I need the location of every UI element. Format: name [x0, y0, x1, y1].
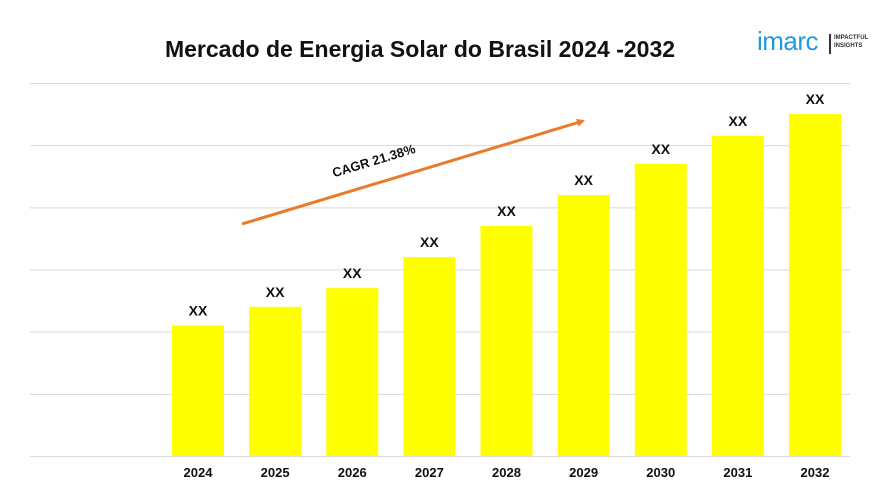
bar-2024 — [172, 325, 224, 456]
data-label-2029: XX — [574, 172, 593, 188]
x-tick-2028: 2028 — [492, 465, 521, 480]
data-label-2028: XX — [497, 203, 516, 219]
logo-tagline-1: IMPACTFUL — [834, 35, 869, 41]
x-tick-2026: 2026 — [338, 465, 367, 480]
logo-brand: imarc — [757, 26, 819, 56]
data-label-2026: XX — [343, 265, 362, 281]
bar-2025 — [249, 306, 302, 456]
data-labels: XX XX XX XX XX XX XX XX XX — [189, 91, 825, 318]
bar-2031 — [711, 135, 764, 456]
bar-2028 — [480, 225, 533, 456]
chart-title: Mercado de Energia Solar do Brasil 2024 … — [164, 36, 676, 62]
data-label-2032: XX — [806, 91, 825, 107]
logo-tagline-2: INSIGHTS — [834, 43, 863, 49]
logo-divider — [829, 34, 831, 54]
bar-2027 — [403, 257, 456, 456]
data-label-2024: XX — [189, 302, 208, 318]
x-tick-2029: 2029 — [569, 465, 598, 480]
bar-2032 — [789, 114, 841, 456]
x-tick-labels: 2024 2025 2026 2027 2028 2029 2030 2031 2032 — [184, 465, 830, 480]
imarc-logo: imarc IMPACTFUL INSIGHTS — [757, 26, 868, 60]
x-tick-2030: 2030 — [646, 465, 675, 480]
x-tick-2027: 2027 — [415, 465, 444, 480]
x-tick-2025: 2025 — [261, 465, 290, 480]
bar-2030 — [634, 163, 687, 457]
x-tick-2024: 2024 — [184, 465, 214, 480]
x-tick-2032: 2032 — [801, 465, 830, 480]
cagr-arrow — [241, 118, 585, 226]
bar-2029 — [557, 194, 610, 456]
data-label-2025: XX — [266, 284, 285, 300]
bar-2026 — [326, 288, 379, 456]
x-tick-2031: 2031 — [723, 465, 752, 480]
data-label-2030: XX — [651, 141, 670, 157]
bars — [172, 114, 841, 457]
data-label-2027: XX — [420, 234, 439, 250]
logo-tagline: IMPACTFUL INSIGHTS — [834, 34, 868, 50]
cagr-annotation: CAGR 21.38% — [241, 118, 585, 226]
data-label-2031: XX — [729, 113, 748, 129]
